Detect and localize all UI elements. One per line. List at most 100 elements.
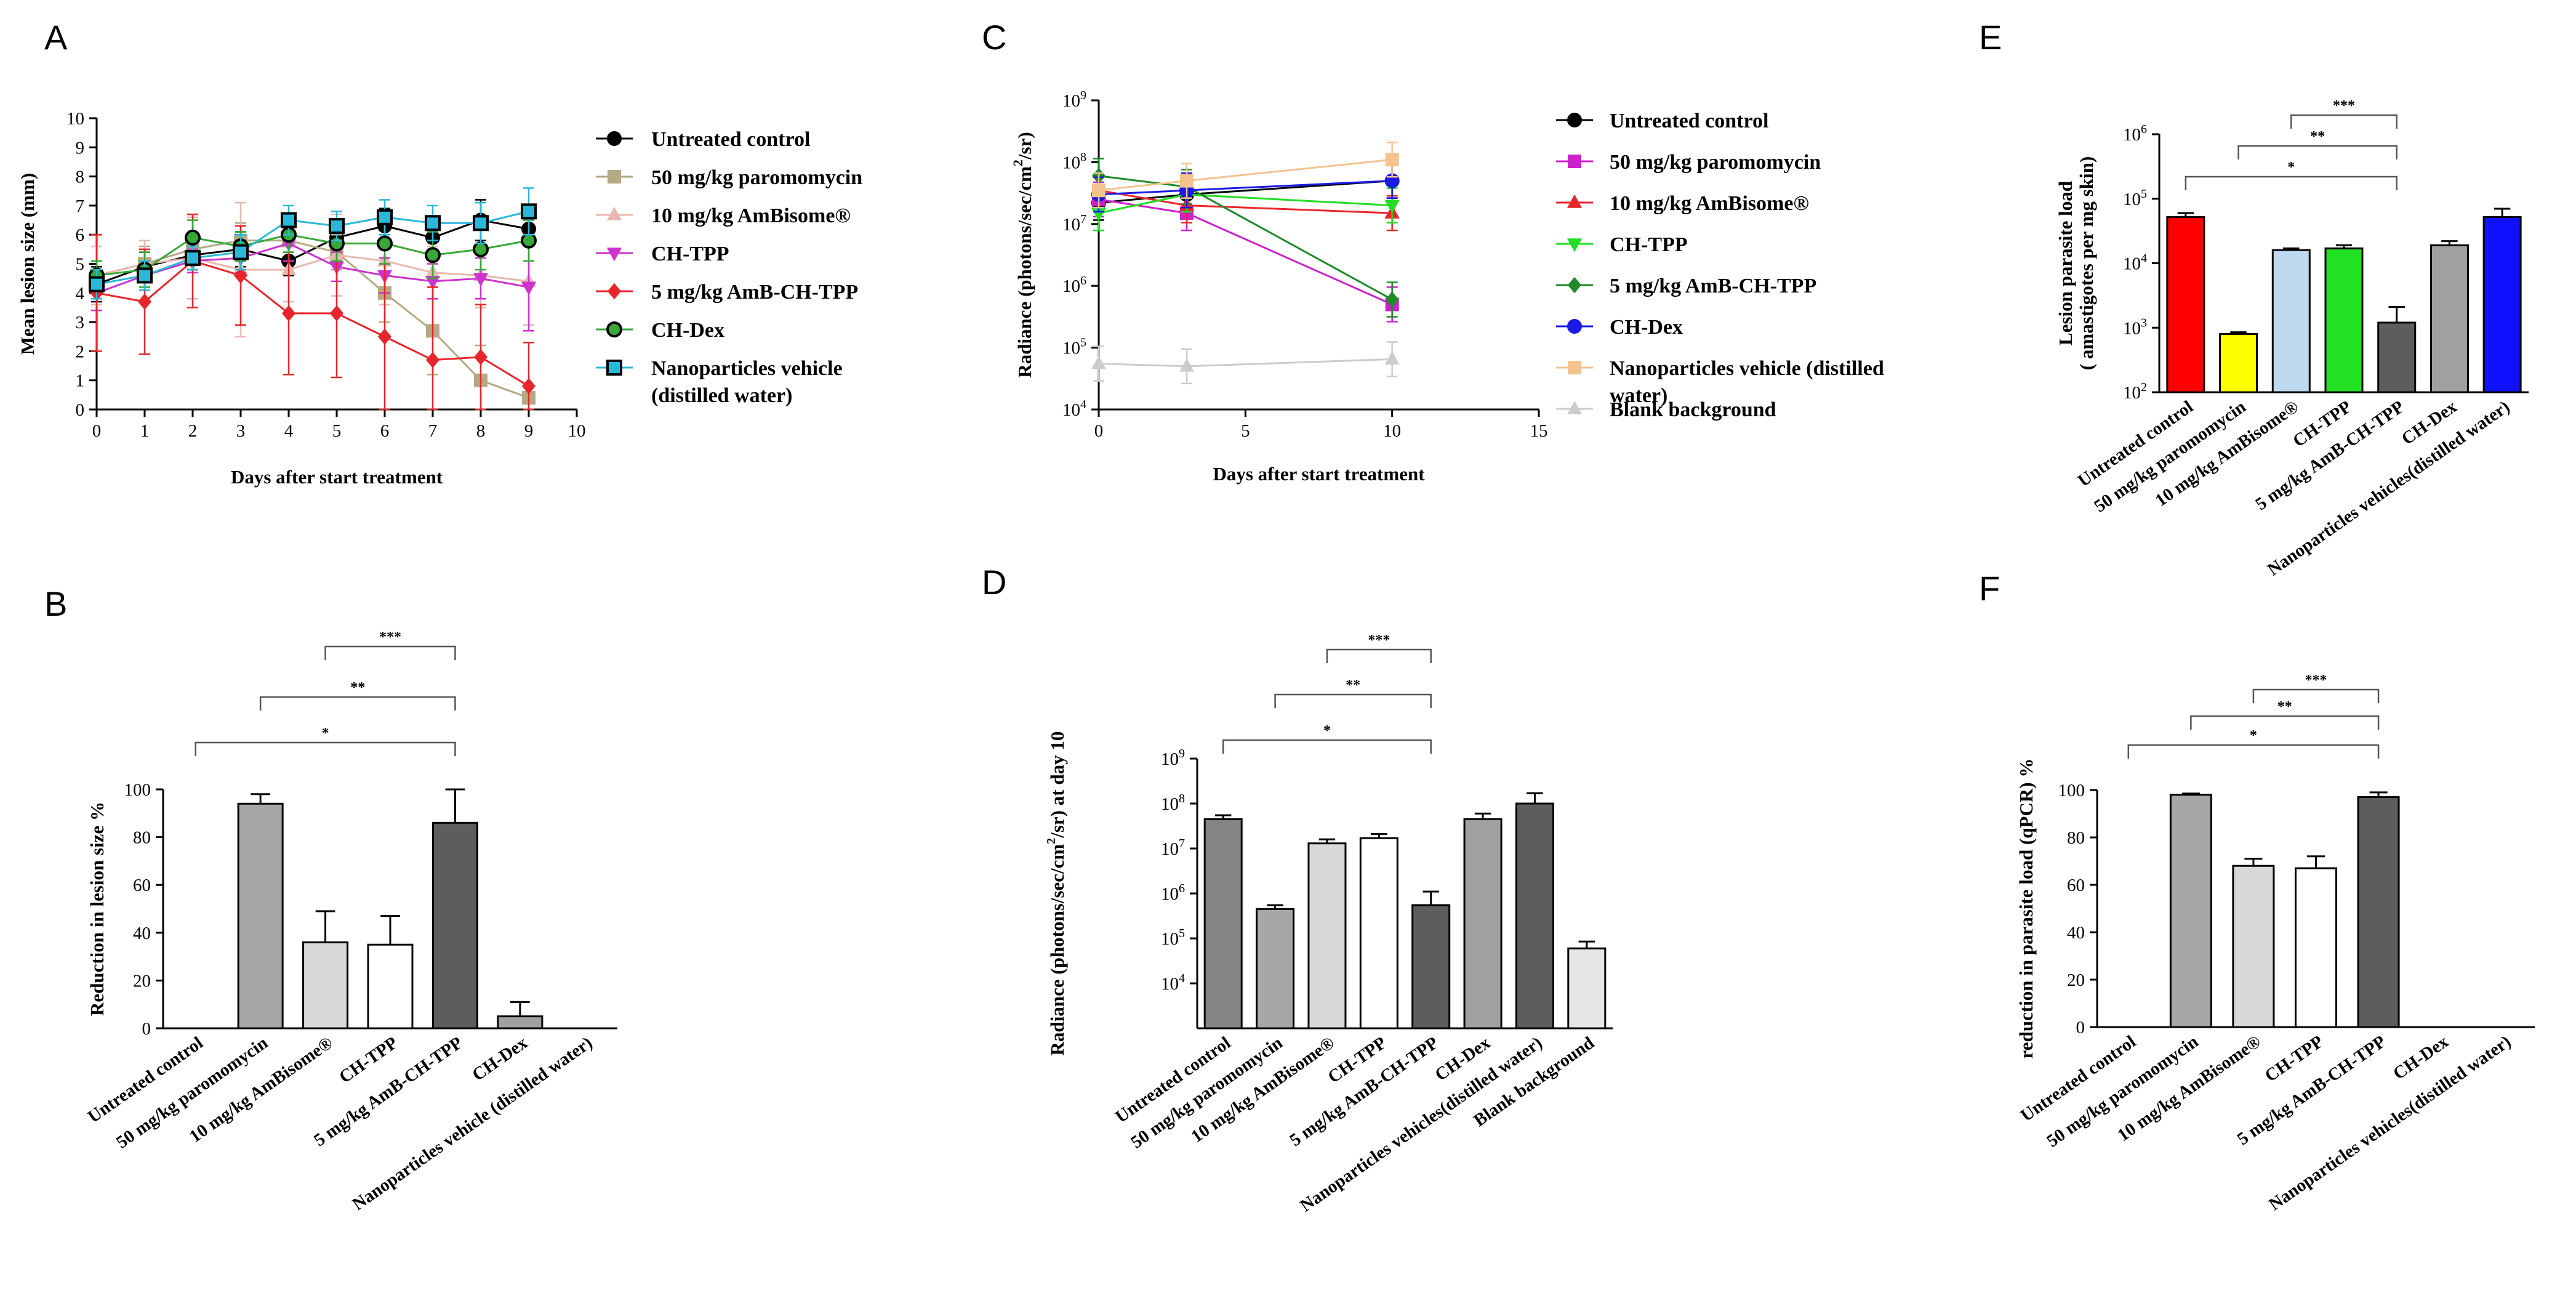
bar <box>2232 865 2275 1028</box>
x-tick-label: 7 <box>428 421 438 441</box>
x-tick-label: 5 <box>332 421 342 441</box>
bar <box>2324 247 2364 393</box>
y-tick-exponent: 5 <box>1080 336 1086 350</box>
legend-label: CH-TPP <box>651 243 729 265</box>
y-axis-title-part: Radiance (photons/sec/cm <box>1046 844 1068 1056</box>
legend-marker <box>1568 361 1581 374</box>
y-tick-label: 80 <box>2067 828 2085 848</box>
data-point <box>377 209 393 225</box>
y-tick-label: 40 <box>133 924 151 943</box>
bar <box>2357 796 2400 1028</box>
y-tick-label: 5 <box>76 255 85 275</box>
significance-bracket <box>259 696 456 711</box>
legend-marker <box>1567 113 1582 127</box>
series-line <box>96 240 529 399</box>
x-tick-label: 15 <box>1530 421 1548 441</box>
significance-bracket <box>2290 114 2397 129</box>
y-axis-title-superscript: 2 <box>1045 838 1058 844</box>
y-tick-exponent: 8 <box>1080 150 1086 164</box>
legend-label: Nanoparticles vehicle <box>651 357 843 380</box>
y-axis-title: ( amastigotes per mg skin) <box>2076 156 2097 370</box>
y-tick-exponent: 8 <box>1179 792 1185 805</box>
y-tick-base: 10 <box>2123 383 2141 403</box>
data-point <box>1092 183 1105 198</box>
series-line <box>96 254 529 283</box>
y-tick-base: 10 <box>1161 794 1179 814</box>
legend-marker <box>606 206 622 220</box>
bar <box>367 943 414 1030</box>
panel-label: F <box>1979 569 2000 608</box>
data-point <box>281 212 297 228</box>
x-tick-label: 0 <box>92 421 102 441</box>
data-point <box>426 352 439 368</box>
data-point <box>1179 358 1195 372</box>
legend-marker <box>1567 194 1583 208</box>
series-line <box>96 233 529 276</box>
bar <box>1567 947 1607 1030</box>
y-tick-label: 107 <box>1161 837 1185 859</box>
bar <box>2377 321 2417 393</box>
bar <box>2295 867 2337 1028</box>
y-tick-label: 80 <box>133 828 151 848</box>
data-point <box>474 349 488 366</box>
significance-bracket <box>195 741 456 756</box>
bar <box>1256 908 1295 1030</box>
data-point <box>1385 153 1399 167</box>
x-tick-label: 3 <box>236 421 246 441</box>
y-tick-exponent: 4 <box>1179 972 1185 985</box>
significance-label: *** <box>379 629 401 645</box>
y-tick-exponent: 9 <box>1179 747 1185 760</box>
y-tick-base: 10 <box>1062 215 1080 235</box>
y-axis-title: Reduction in lesion size % <box>86 802 108 1016</box>
y-tick-label: 105 <box>2123 187 2147 209</box>
y-tick-label: 0 <box>2076 1018 2085 1038</box>
y-axis-title-part: /sr) <box>1014 132 1035 160</box>
y-tick-exponent: 6 <box>2141 123 2147 136</box>
bar <box>2166 216 2205 393</box>
data-point <box>425 215 441 232</box>
legend-label: 50 mg/kg paromomycin <box>1610 151 1821 174</box>
bar <box>237 802 284 1030</box>
series-line <box>1098 189 1392 214</box>
legend-label: CH-Dex <box>1610 316 1683 339</box>
legend-marker <box>1567 238 1583 252</box>
significance-bracket <box>2252 688 2380 703</box>
x-tick-label: 9 <box>524 421 534 441</box>
data-point <box>521 203 537 220</box>
legend-label: 5 mg/kg AmB-CH-TPP <box>1610 275 1816 297</box>
y-tick-label: 100 <box>124 780 151 800</box>
data-point <box>522 377 536 395</box>
bar <box>2169 794 2212 1028</box>
y-tick-label: 108 <box>1062 150 1086 172</box>
y-tick-exponent: 4 <box>1080 398 1086 411</box>
y-axis-title-part: Radiance (photons/sec/cm <box>1014 166 1035 378</box>
y-tick-label: 60 <box>133 876 151 895</box>
data-point <box>234 267 247 284</box>
data-point <box>378 328 391 345</box>
y-tick-base: 10 <box>1161 884 1179 904</box>
y-tick-base: 10 <box>2123 125 2141 145</box>
data-point <box>473 273 489 287</box>
data-point <box>1091 355 1107 369</box>
y-tick-label: 8 <box>76 167 85 187</box>
category-label: Nanoparticles vehicle (distilled water) <box>349 1033 596 1215</box>
y-tick-base: 10 <box>2123 254 2141 274</box>
y-tick-label: 9 <box>76 138 85 158</box>
legend-marker <box>608 170 621 183</box>
y-axis-title: reduction in parasite load (qPCR) % <box>2015 759 2037 1059</box>
legend-label: 10 mg/kg AmBisome® <box>651 204 851 227</box>
significance-bracket <box>1274 693 1432 708</box>
y-tick-label: 106 <box>1062 274 1086 296</box>
data-point <box>185 250 201 267</box>
data-point <box>1385 291 1399 308</box>
legend-label: CH-TPP <box>1610 233 1688 256</box>
series-line <box>96 210 529 286</box>
y-tick-label: 1 <box>76 371 85 391</box>
y-tick-exponent: 6 <box>1080 274 1086 288</box>
x-tick-label: 8 <box>476 421 486 441</box>
y-tick-exponent: 7 <box>1080 212 1086 226</box>
legend-label: 10 mg/kg AmBisome® <box>1610 192 1809 215</box>
y-tick-label: 104 <box>2123 252 2147 274</box>
